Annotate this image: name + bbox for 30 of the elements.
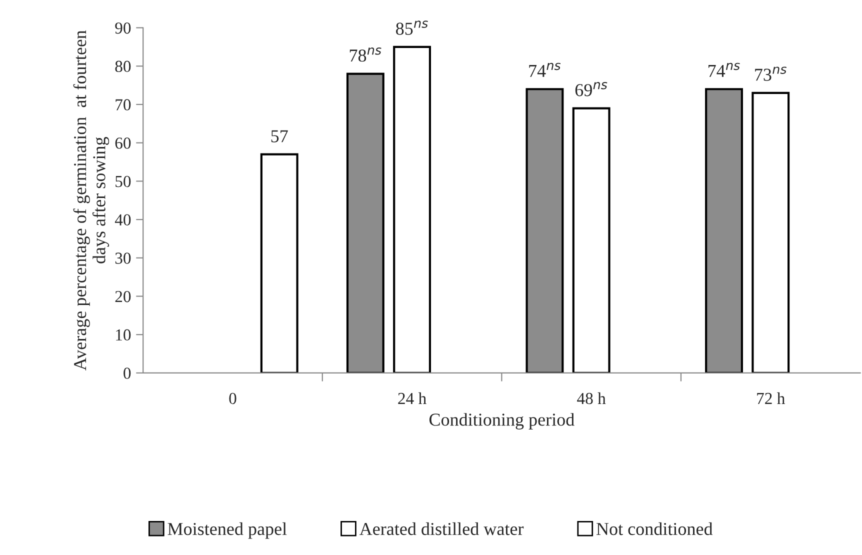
x-tick-label: 72 h: [757, 392, 785, 404]
x-tick-label: 48 h: [577, 392, 606, 404]
x-tick-label: 0: [229, 392, 236, 404]
y-tick-label: 60: [115, 138, 131, 149]
y-tick-label: 20: [115, 290, 131, 302]
y-tick-label: 10: [116, 329, 131, 341]
data-label: 85$^{ns}$: [396, 20, 428, 35]
data-label: 73$^{ns}$: [755, 66, 786, 81]
bar: [572, 107, 610, 373]
bar: [752, 92, 790, 373]
legend-label: Aerated distilled water: [359, 522, 524, 536]
legend-label: Not conditioned: [596, 522, 713, 536]
y-tick-label: 30: [115, 252, 131, 264]
y-tick-label: 50: [116, 176, 131, 188]
legend-label: Moistened papel: [168, 522, 287, 539]
bar: [393, 46, 432, 373]
data-label: 78$^{ns}$: [350, 48, 382, 62]
x-axis-title: Conditioning period: [429, 413, 574, 430]
bar: [260, 153, 298, 373]
y-tick-label: 40: [114, 214, 131, 226]
data-label: 69$^{ns}$: [575, 82, 608, 96]
y-tick-label: 90: [115, 22, 131, 34]
data-label: 74$^{ns}$: [708, 62, 740, 77]
data-label: 57: [271, 130, 288, 142]
y-tick-label: 80: [115, 60, 131, 72]
data-label: 74$^{ns}$: [529, 62, 561, 77]
y-tick-label: 0: [124, 368, 131, 379]
y-tick-label: 70: [116, 99, 131, 110]
y-axis-title: Average percentage of germination at fourteen days after sowing: [73, 30, 110, 370]
x-tick-label: 24 h: [398, 392, 426, 404]
